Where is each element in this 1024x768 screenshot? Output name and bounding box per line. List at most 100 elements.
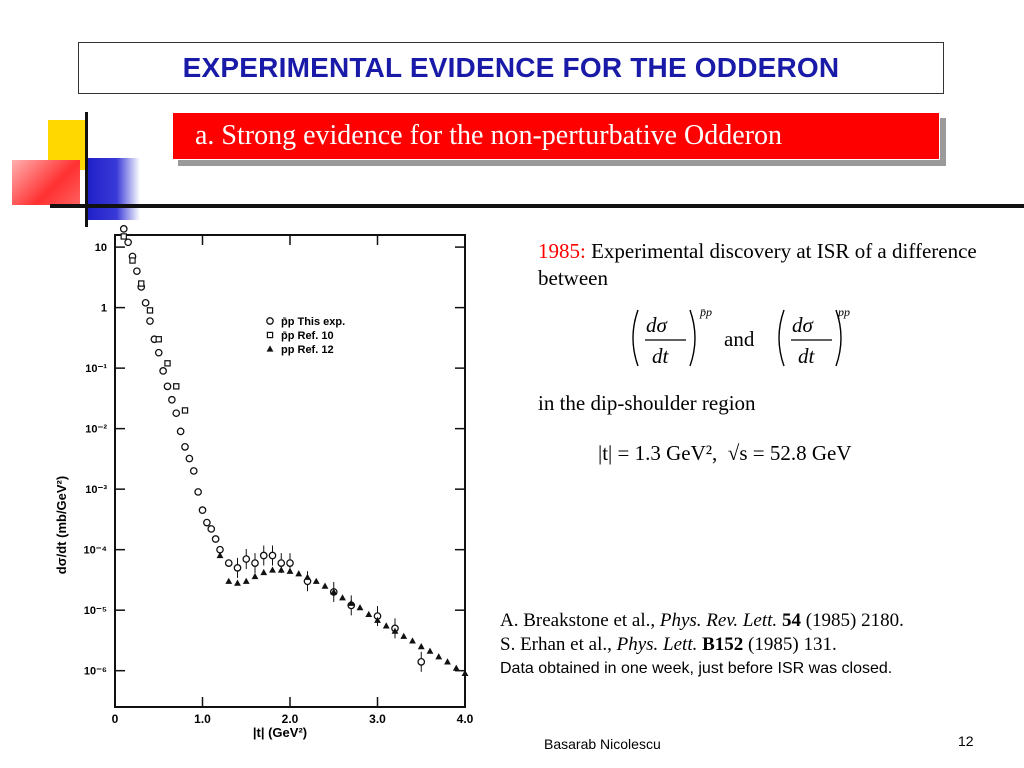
- data-point-square: [181, 407, 189, 414]
- data-point-triangle: [461, 669, 469, 677]
- data-point-circle: [185, 454, 194, 463]
- data-point-triangle: [312, 577, 320, 584]
- eq-dt-2: dt: [798, 344, 816, 368]
- data-point-triangle: [260, 568, 268, 576]
- data-point-triangle: [234, 579, 241, 586]
- slide-title-box: EXPERIMENTAL EVIDENCE FOR THE ODDERON: [78, 42, 944, 94]
- eq-pp-superscript: pp: [837, 305, 850, 319]
- legend-entry: p̄p Ref. 10: [281, 330, 334, 342]
- data-point-circle: [141, 298, 150, 307]
- data-point-circle: [198, 506, 207, 514]
- ref1-rest: (1985) 2180.: [800, 610, 904, 631]
- data-point-triangle: [347, 599, 355, 606]
- data-point-triangle: [417, 643, 425, 650]
- data-point-circle: [207, 525, 216, 533]
- data-point-circle: [216, 545, 224, 554]
- x-tick-label: 2.0: [282, 712, 299, 726]
- data-point-triangle: [339, 594, 346, 601]
- discovery-text: 1985: Experimental discovery at ISR of a…: [538, 238, 978, 292]
- data-point-circle: [268, 551, 277, 560]
- decor-horizontal-line: [50, 204, 1024, 208]
- eq-t-value: |t| = 1.3 GeV²,: [598, 441, 718, 465]
- data-point-triangle: [304, 573, 311, 580]
- ref1-volume: 54: [781, 610, 801, 631]
- data-point-triangle: [295, 570, 303, 577]
- data-point-triangle: [374, 616, 381, 623]
- y-tick-label: 10⁻⁵: [84, 605, 107, 617]
- data-point-square: [164, 360, 171, 367]
- decor-red-square: [12, 160, 80, 205]
- y-tick-label: 10⁻⁴: [84, 545, 107, 557]
- slide-title: EXPERIMENTAL EVIDENCE FOR THE ODDERON: [182, 52, 840, 83]
- plot-ticks: 0 1.0 2.0 3.0 4.0 10 1 10⁻¹ 10⁻² 10⁻³ 10⁻⁴ 10⁻⁵ 10⁻⁶: [84, 235, 474, 726]
- plot-y-axis-label: dσ/dt (mb/GeV²): [55, 476, 69, 574]
- data-point-triangle: [330, 588, 338, 595]
- eq-s-value: √s = 52.8 GeV: [727, 441, 852, 465]
- year-label: 1985:: [538, 239, 586, 263]
- legend-entry: p̄p This exp.: [281, 316, 345, 328]
- data-point-circle: [203, 518, 211, 527]
- plot-frame: [114, 234, 466, 708]
- y-tick-label: 10⁻¹: [85, 363, 107, 375]
- data-point-square: [138, 280, 145, 287]
- data-point-square: [266, 331, 274, 339]
- data-point-circle: [133, 267, 141, 276]
- y-tick-label: 10⁻²: [85, 424, 107, 436]
- subtitle-box: a. Strong evidence for the non-perturbat…: [172, 112, 940, 160]
- data-point-circle: [251, 559, 259, 567]
- data-point-circle: [159, 367, 167, 375]
- plot-marks: [119, 225, 469, 677]
- footer-author: Basarab Nicolescu: [544, 736, 661, 752]
- data-point-triangle: [216, 551, 224, 559]
- data-point-square: [173, 383, 180, 390]
- reference-1: A. Breakstone et al., Phys. Rev. Lett. 5…: [500, 609, 904, 633]
- data-point-triangle: [435, 653, 443, 660]
- eq-dt-1: dt: [652, 344, 670, 368]
- data-point-circle: [242, 555, 251, 563]
- data-point-circle: [417, 657, 426, 666]
- data-point-square: [155, 336, 162, 343]
- data-point-triangle: [400, 632, 408, 639]
- data-point-triangle: [444, 658, 451, 665]
- data-point-circle: [259, 551, 268, 560]
- data-point-circle: [168, 395, 176, 404]
- data-point-triangle: [277, 566, 285, 573]
- cross-section-equation: dσ dt p̄p and dσ dt pp: [632, 305, 850, 368]
- y-tick-label: 10⁻⁶: [84, 666, 107, 678]
- eq-d-sigma-1: dσ: [646, 313, 669, 337]
- data-point-triangle: [251, 572, 259, 580]
- data-point-circle: [172, 409, 181, 418]
- data-point-circle: [119, 225, 128, 233]
- ref1-authors: A. Breakstone et al.,: [500, 610, 660, 631]
- eq-d-sigma-2: dσ: [792, 313, 815, 337]
- data-point-square: [129, 257, 136, 264]
- plot-x-axis-label: |t| (GeV²): [253, 725, 307, 740]
- data-point-square: [146, 307, 154, 314]
- y-tick-label: 10: [95, 242, 107, 254]
- data-point-triangle: [269, 566, 276, 573]
- references: A. Breakstone et al., Phys. Rev. Lett. 5…: [500, 609, 904, 681]
- x-tick-label: 4.0: [457, 712, 474, 726]
- page-number: 12: [958, 733, 974, 749]
- data-point-triangle: [409, 637, 416, 644]
- kinematics-equation: |t| = 1.3 GeV², √s = 52.8 GeV: [598, 440, 852, 467]
- data-point-circle: [194, 488, 202, 496]
- data-point-circle: [181, 443, 189, 451]
- x-tick-label: 0: [112, 712, 119, 726]
- data-point-circle: [233, 564, 242, 572]
- y-tick-label: 1: [101, 303, 107, 315]
- data-point-triangle: [382, 622, 390, 629]
- eq-and: and: [724, 327, 755, 351]
- ref2-rest: (1985) 131.: [743, 634, 837, 655]
- data-point-circle: [211, 535, 220, 543]
- ref2-authors: S. Erhan et al.,: [500, 634, 617, 655]
- subtitle-text: a. Strong evidence for the non-perturbat…: [195, 120, 783, 151]
- discovery-label: Experimental discovery at ISR of a diffe…: [538, 239, 977, 290]
- x-tick-label: 3.0: [369, 712, 386, 726]
- data-point-triangle: [286, 567, 294, 574]
- plot-legend: p̄p This exp. p̄p Ref. 10 pp Ref. 12: [281, 316, 345, 356]
- data-point-circle: [176, 427, 185, 436]
- eq-pbar-p-superscript: p̄p: [699, 305, 712, 319]
- data-point-circle: [163, 382, 172, 391]
- decor-vertical-line: [85, 112, 88, 227]
